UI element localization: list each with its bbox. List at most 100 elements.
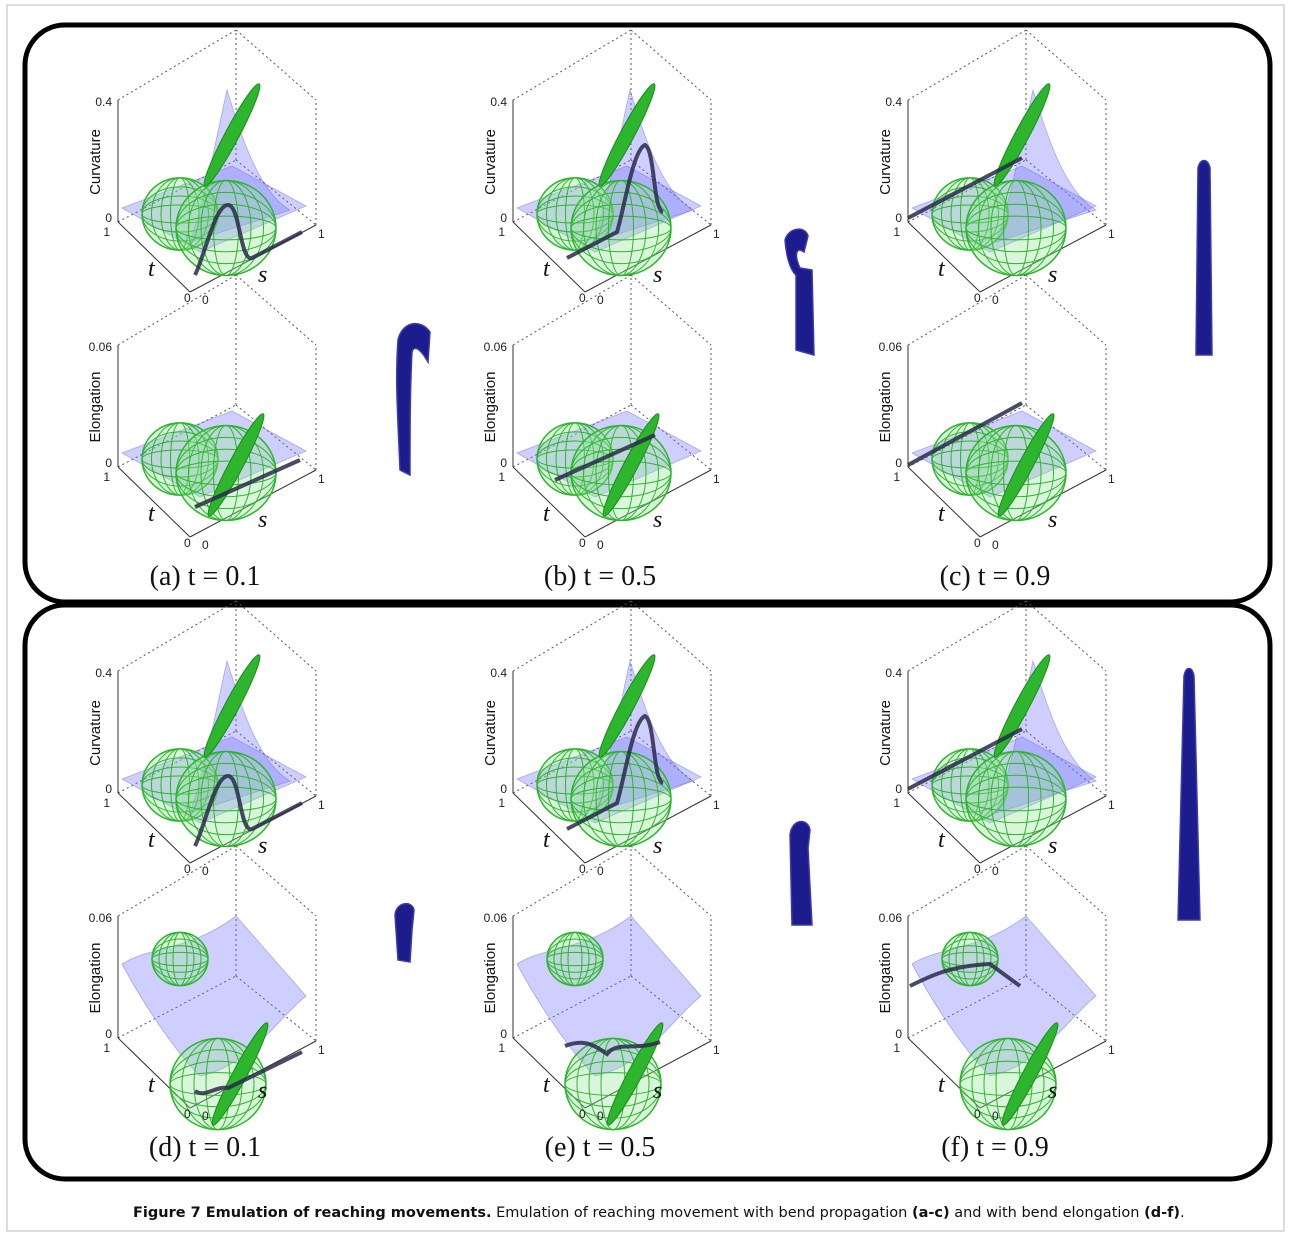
box-edge (1026, 846, 1106, 916)
s-tick-label: 1 (1108, 227, 1115, 241)
box-edge (118, 601, 236, 671)
elongation-plot: Elongation0.0601t00s1 (482, 846, 720, 1130)
z-tick-label: 0.06 (879, 340, 903, 354)
s-tick-label: 0 (992, 293, 999, 307)
s-axis-label: s (1048, 833, 1057, 859)
t-tick-label: 1 (498, 225, 505, 239)
box-edge (631, 601, 711, 671)
s-axis-label: s (258, 833, 267, 859)
ellipsoid (942, 932, 998, 985)
z-tick-label: 0.06 (89, 340, 113, 354)
z-axis-label: Elongation (877, 943, 894, 1014)
box-edge (1026, 275, 1106, 345)
s-tick-label: 1 (318, 472, 325, 486)
subfigure-label: (f) t = 0.9 (941, 1132, 1049, 1163)
s-axis-label: s (1048, 262, 1057, 288)
s-tick-label: 1 (318, 798, 325, 812)
z-tick-label: 0 (500, 782, 507, 796)
subfigure-label: (a) t = 0.1 (150, 561, 261, 592)
t-tick-label: 0 (579, 291, 586, 305)
t-tick-label: 0 (579, 1107, 586, 1121)
z-tick-label: 0.4 (490, 666, 507, 680)
z-tick-label: 0.4 (95, 95, 112, 109)
arm-shape (790, 822, 812, 925)
t-tick-label: 1 (103, 1041, 110, 1055)
s-axis-label: s (1048, 1078, 1057, 1104)
s-axis-label: s (258, 507, 267, 533)
box-edge (118, 275, 236, 345)
z-tick-label: 0 (895, 211, 902, 225)
box-edge (908, 846, 1026, 916)
z-axis-label: Curvature (482, 129, 499, 195)
t-axis-label: t (148, 501, 156, 527)
z-tick-label: 0 (105, 782, 112, 796)
t-axis-label: t (148, 256, 156, 282)
subfigure-label: (e) t = 0.5 (545, 1132, 656, 1163)
arm-shape (1196, 161, 1212, 356)
t-tick-label: 0 (184, 1107, 191, 1121)
z-tick-label: 0 (500, 456, 507, 470)
t-axis-label: t (938, 256, 946, 282)
z-axis-label: Elongation (482, 372, 499, 443)
t-tick-label: 1 (103, 796, 110, 810)
box-edge (1026, 30, 1106, 100)
subfigure-label: (b) t = 0.5 (544, 561, 656, 592)
s-tick-label: 1 (318, 1043, 325, 1057)
figure: Figure 7 Emulation of reaching movements… (0, 0, 1291, 1237)
z-axis-label: Curvature (877, 129, 894, 195)
box-edge (1026, 601, 1106, 671)
s-tick-label: 0 (992, 538, 999, 552)
box-edge (513, 601, 631, 671)
box-edge (236, 30, 316, 100)
box-edge (513, 846, 631, 916)
z-tick-label: 0 (105, 456, 112, 470)
s-axis-label: s (653, 1078, 662, 1104)
s-tick-label: 0 (202, 293, 209, 307)
z-axis-label: Curvature (87, 700, 104, 766)
s-axis-label: s (258, 1078, 267, 1104)
s-tick-label: 0 (597, 538, 604, 552)
box-edge (236, 275, 316, 345)
box-edge (118, 846, 236, 916)
z-tick-label: 0.4 (490, 95, 507, 109)
t-tick-label: 1 (498, 1041, 505, 1055)
z-axis-label: Curvature (877, 700, 894, 766)
z-tick-label: 0 (105, 211, 112, 225)
elongation-plot: Elongation0.0601t00s1 (877, 846, 1115, 1130)
caption: Figure 7 Emulation of reaching movements… (133, 1205, 1185, 1221)
box-edge (236, 846, 316, 916)
t-axis-label: t (938, 1072, 946, 1098)
s-tick-label: 0 (597, 864, 604, 878)
s-tick-label: 0 (202, 864, 209, 878)
page: {"figure": { "subfigures": ["(a) t = 0.1… (0, 0, 1291, 1237)
z-tick-label: 0 (895, 456, 902, 470)
box-edge (236, 601, 316, 671)
elongation-plot: Elongation0.0601t00s1 (877, 275, 1115, 552)
s-tick-label: 1 (318, 227, 325, 241)
s-tick-label: 0 (992, 1109, 999, 1123)
arm-shape (785, 229, 814, 355)
s-axis-label: s (653, 833, 662, 859)
z-axis-label: Elongation (87, 943, 104, 1014)
s-axis-label: s (1048, 507, 1057, 533)
z-tick-label: 0.06 (484, 911, 508, 925)
s-tick-label: 1 (1108, 798, 1115, 812)
t-tick-label: 0 (974, 536, 981, 550)
t-tick-label: 0 (974, 291, 981, 305)
t-tick-label: 1 (103, 470, 110, 484)
t-axis-label: t (543, 827, 551, 853)
ellipsoid (152, 932, 208, 985)
t-tick-label: 1 (893, 1041, 900, 1055)
s-tick-label: 1 (713, 472, 720, 486)
z-axis-label: Curvature (482, 700, 499, 766)
box-edge (513, 275, 631, 345)
t-axis-label: t (938, 501, 946, 527)
s-tick-label: 0 (202, 538, 209, 552)
t-tick-label: 0 (579, 536, 586, 550)
caption-text: Emulation of reaching movement with bend… (496, 1205, 907, 1221)
subfigure-label: (c) t = 0.9 (940, 561, 1051, 592)
z-tick-label: 0 (895, 782, 902, 796)
